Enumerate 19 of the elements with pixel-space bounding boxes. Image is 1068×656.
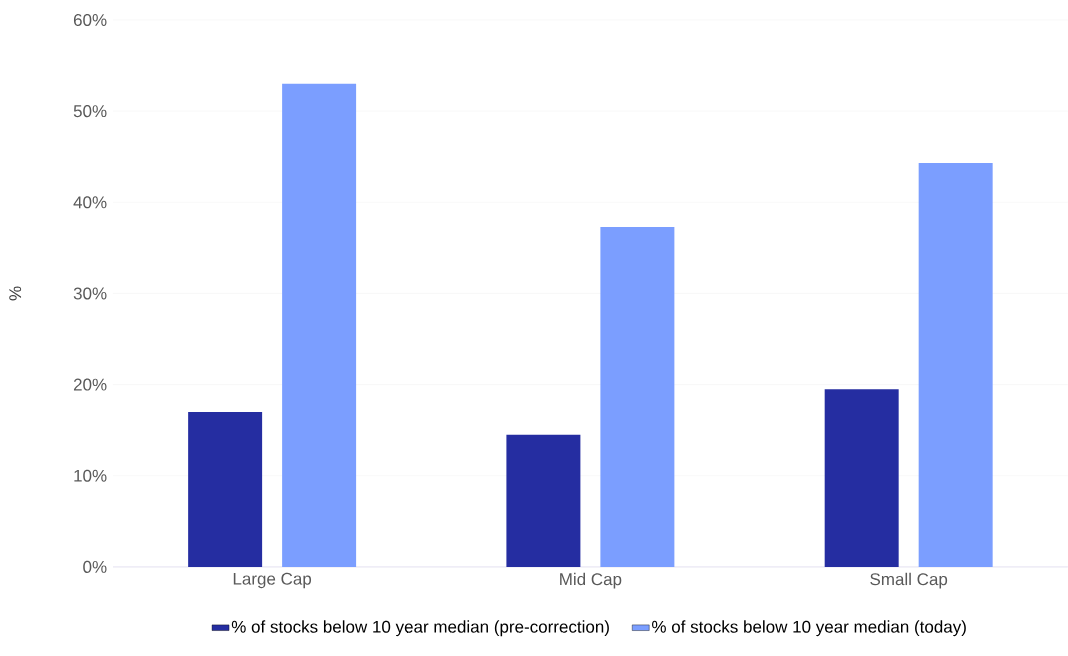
x-tick-label: Large Cap — [233, 572, 312, 589]
y-tick-label: 30% — [73, 287, 107, 300]
y-axis-title: % — [9, 286, 22, 301]
bar — [282, 83, 357, 567]
y-tick-label: 40% — [73, 196, 107, 209]
y-tick-label: 10% — [74, 469, 107, 482]
legend-label: % of stocks below 10 year median (today) — [652, 620, 966, 637]
bar — [188, 412, 263, 567]
x-tick-label: Mid Cap — [560, 572, 622, 589]
bar — [600, 226, 675, 567]
y-tick-label: 0% — [83, 560, 107, 573]
x-tick-label: Small Cap — [870, 572, 948, 589]
bar — [918, 163, 993, 567]
legend-label: % of stocks below 10 year median (pre-correction) — [231, 620, 609, 637]
bar — [824, 389, 899, 567]
y-tick-label: 50% — [73, 105, 107, 118]
bar — [506, 434, 581, 567]
y-tick-label: 60% — [73, 14, 107, 27]
y-tick-label: 20% — [73, 378, 107, 391]
